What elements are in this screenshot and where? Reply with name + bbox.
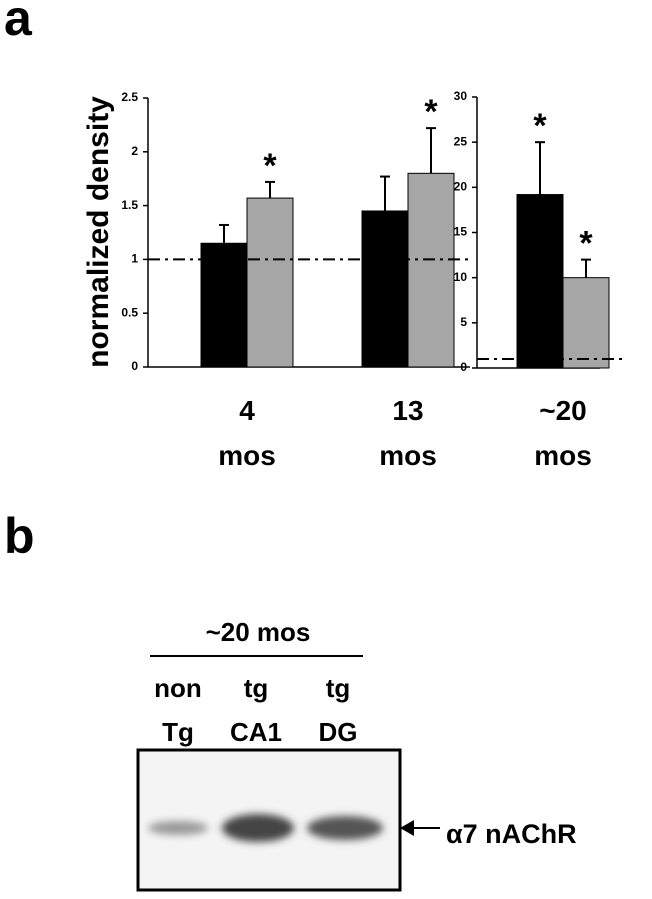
y-tick-label: 25 [454, 134, 468, 148]
significance-marker: * [533, 107, 547, 145]
bar [562, 277, 610, 369]
y-tick-label: 5 [460, 315, 467, 329]
bar [516, 194, 564, 369]
y-tick-label: 0.5 [121, 305, 138, 319]
y-tick-label: 2 [131, 144, 138, 158]
significance-marker: * [263, 147, 277, 185]
band-label: α7 nAChR [446, 819, 577, 849]
x-tick-label: 4 mos [218, 395, 276, 471]
lane-label: tg [326, 673, 351, 703]
y-tick-label: 1.5 [121, 198, 138, 212]
bar [246, 197, 294, 368]
y-tick-label: 20 [454, 180, 468, 194]
y-tick-label: 0 [131, 359, 138, 373]
panel-label: a [4, 0, 33, 46]
y-tick-label: 30 [454, 89, 468, 103]
lane-label: non [154, 673, 202, 703]
panel-label: b [4, 508, 35, 564]
y-tick-label: 10 [454, 270, 468, 284]
x-tick-label: 13 mos [379, 395, 437, 471]
bar [200, 242, 248, 368]
lane-label: DG [319, 717, 358, 747]
y-tick-label: 2.5 [121, 90, 138, 104]
blot-band [148, 821, 208, 835]
bar [407, 172, 455, 368]
y-tick-label: 1 [131, 252, 138, 266]
blot-header: ~20 mos [206, 617, 311, 647]
lane-label: Tg [162, 717, 194, 747]
blot-band [307, 816, 383, 840]
arrow-head [400, 820, 414, 836]
significance-marker: * [579, 225, 593, 263]
blot-band [222, 814, 294, 842]
lane-label: tg [244, 673, 269, 703]
y-tick-label: 15 [454, 225, 468, 239]
x-tick-label: ~20 mos [534, 395, 592, 471]
bar [361, 210, 409, 368]
lane-label: CA1 [230, 717, 282, 747]
significance-marker: * [424, 93, 438, 131]
y-tick-label: 0 [460, 360, 467, 374]
y-axis-label: normalized density [82, 96, 115, 368]
